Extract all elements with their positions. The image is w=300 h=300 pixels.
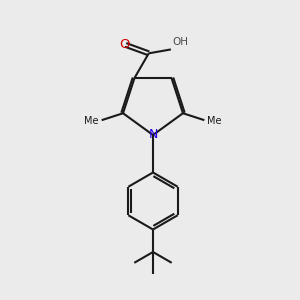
Text: Me: Me (207, 116, 222, 126)
Text: OH: OH (172, 37, 188, 47)
Text: Me: Me (84, 116, 99, 126)
Text: O: O (119, 38, 129, 51)
Text: N: N (148, 128, 158, 142)
